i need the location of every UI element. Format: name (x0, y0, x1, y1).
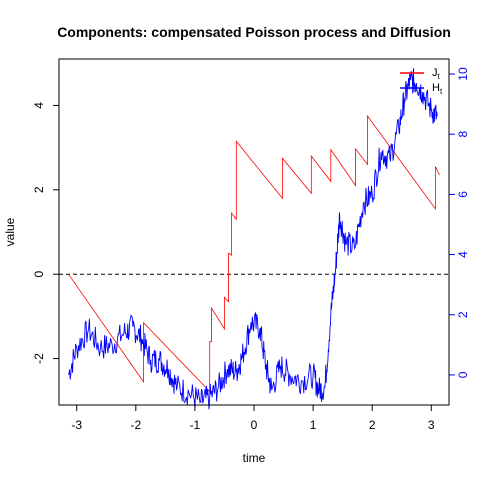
series-line-h (68, 68, 438, 410)
y-left-tick-label: 4 (32, 102, 46, 109)
legend: Jt Ht (400, 67, 443, 96)
legend-label-j: Jt (432, 67, 441, 81)
y-right-tick-label: 2 (456, 311, 470, 318)
x-tick-label: -1 (190, 418, 201, 432)
x-tick-label: 3 (428, 418, 435, 432)
x-axis-label: time (243, 451, 266, 465)
y-right-tick-label: 10 (456, 67, 470, 81)
x-tick-label: -2 (130, 418, 141, 432)
y-left-tick-label: 2 (32, 186, 46, 193)
y-axis-label: value (3, 217, 17, 246)
series-line-j (68, 114, 440, 393)
plot-frame (58, 58, 450, 406)
x-tick-label: 2 (369, 418, 376, 432)
y-right-tick-label: 4 (456, 251, 470, 258)
x-tick-label: -3 (71, 418, 82, 432)
x-tick-label: 0 (251, 418, 258, 432)
y-left-tick-label: 0 (32, 271, 46, 278)
series-layer (68, 68, 440, 410)
axis-layer: -3 -2 -1 0 1 2 3 -2 0 2 4 0 2 4 6 8 10 (32, 67, 470, 432)
x-tick-label: 1 (310, 418, 317, 432)
legend-label-h: Ht (432, 82, 443, 96)
y-left-tick-label: -2 (32, 353, 46, 364)
chart-title: Components: compensated Poisson process … (57, 24, 451, 40)
y-right-tick-label: 8 (456, 131, 470, 138)
y-right-tick-label: 0 (456, 371, 470, 378)
y-right-tick-label: 6 (456, 191, 470, 198)
